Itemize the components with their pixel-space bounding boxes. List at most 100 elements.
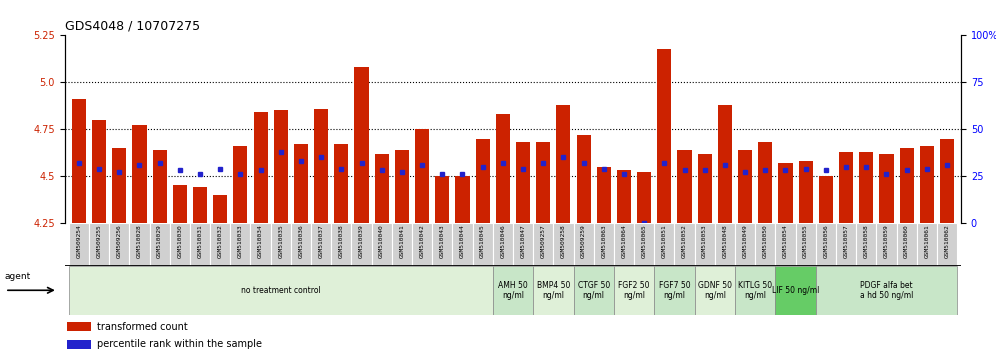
Bar [149, 223, 169, 266]
Bar [557, 105, 571, 223]
Bar [617, 171, 631, 223]
Bar [654, 266, 694, 315]
Text: GSM510051: GSM510051 [662, 224, 667, 258]
Bar [475, 138, 490, 223]
Bar [432, 223, 452, 266]
Bar [916, 223, 937, 266]
Bar [674, 223, 694, 266]
Bar [533, 223, 554, 266]
Text: GSM510064: GSM510064 [622, 224, 626, 258]
Text: GSM510042: GSM510042 [419, 224, 424, 258]
Bar [391, 223, 412, 266]
Bar [876, 223, 896, 266]
Bar [533, 266, 574, 315]
Text: BMP4 50
ng/ml: BMP4 50 ng/ml [537, 281, 570, 300]
Bar [193, 187, 207, 223]
Text: AMH 50
ng/ml: AMH 50 ng/ml [498, 281, 528, 300]
Bar [536, 142, 550, 223]
Text: GDNF 50
ng/ml: GDNF 50 ng/ml [698, 281, 732, 300]
Bar [614, 266, 654, 315]
Text: GSM510038: GSM510038 [339, 224, 344, 258]
Bar [513, 223, 533, 266]
Bar [152, 150, 166, 223]
Text: CTGF 50
ng/ml: CTGF 50 ng/ml [578, 281, 610, 300]
Bar [372, 223, 391, 266]
Bar [776, 266, 816, 315]
Bar [274, 110, 288, 223]
Text: GSM510055: GSM510055 [803, 224, 808, 258]
Bar [857, 223, 876, 266]
Bar [169, 223, 190, 266]
Text: GSM510057: GSM510057 [844, 224, 849, 258]
Bar [67, 322, 91, 331]
Text: percentile rank within the sample: percentile rank within the sample [97, 339, 262, 349]
Bar [677, 150, 691, 223]
Text: no treatment control: no treatment control [241, 286, 321, 295]
Bar [779, 163, 793, 223]
Text: GSM510033: GSM510033 [238, 224, 243, 258]
Bar [271, 223, 291, 266]
Bar [311, 223, 332, 266]
Bar [67, 340, 91, 349]
Bar [860, 152, 873, 223]
Text: GSM510041: GSM510041 [399, 224, 404, 258]
Text: GSM510065: GSM510065 [641, 224, 646, 258]
Bar [355, 67, 369, 223]
Bar [233, 146, 247, 223]
Bar [940, 138, 954, 223]
Text: GSM510034: GSM510034 [258, 224, 263, 258]
Bar [896, 223, 916, 266]
Bar [435, 176, 449, 223]
Bar [776, 223, 796, 266]
Text: GSM509257: GSM509257 [541, 224, 546, 258]
Text: PDGF alfa bet
a hd 50 ng/ml: PDGF alfa bet a hd 50 ng/ml [860, 281, 913, 300]
Text: GSM509258: GSM509258 [561, 224, 566, 258]
Bar [816, 223, 836, 266]
Bar [412, 223, 432, 266]
Text: GSM510031: GSM510031 [197, 224, 202, 258]
Text: GSM510036: GSM510036 [299, 224, 304, 258]
Bar [614, 223, 634, 266]
Text: GSM510063: GSM510063 [602, 224, 607, 258]
Text: GSM510062: GSM510062 [944, 224, 949, 258]
Bar [352, 223, 372, 266]
Bar [816, 266, 957, 315]
Text: GSM510030: GSM510030 [177, 224, 182, 258]
Text: GSM510043: GSM510043 [440, 224, 445, 258]
Bar [493, 266, 533, 315]
Bar [69, 223, 89, 266]
Bar [899, 148, 913, 223]
Bar [129, 223, 149, 266]
Bar [819, 176, 833, 223]
Bar [415, 129, 429, 223]
Bar [799, 161, 813, 223]
Bar [597, 167, 611, 223]
Text: GSM509259: GSM509259 [581, 224, 586, 258]
Text: GSM510035: GSM510035 [278, 224, 283, 258]
Bar [554, 223, 574, 266]
Text: GSM510047: GSM510047 [521, 224, 526, 258]
Bar [496, 114, 510, 223]
Bar [839, 152, 854, 223]
Bar [758, 142, 772, 223]
Bar [697, 154, 712, 223]
Bar [634, 223, 654, 266]
Text: GSM510053: GSM510053 [702, 224, 707, 258]
Bar [574, 266, 614, 315]
Bar [937, 223, 957, 266]
Text: GSM510052: GSM510052 [682, 224, 687, 258]
Bar [574, 223, 594, 266]
Text: GSM509255: GSM509255 [97, 224, 102, 258]
Text: GSM509254: GSM509254 [77, 224, 82, 258]
Text: GSM510054: GSM510054 [783, 224, 788, 258]
Text: KITLG 50
ng/ml: KITLG 50 ng/ml [738, 281, 772, 300]
Text: GSM510046: GSM510046 [500, 224, 505, 258]
Bar [374, 154, 388, 223]
Bar [394, 150, 409, 223]
Bar [210, 223, 230, 266]
Text: GSM510059: GSM510059 [883, 224, 889, 258]
Bar [577, 135, 591, 223]
Bar [516, 142, 530, 223]
Text: GSM510060: GSM510060 [904, 224, 909, 258]
Bar [314, 109, 329, 223]
